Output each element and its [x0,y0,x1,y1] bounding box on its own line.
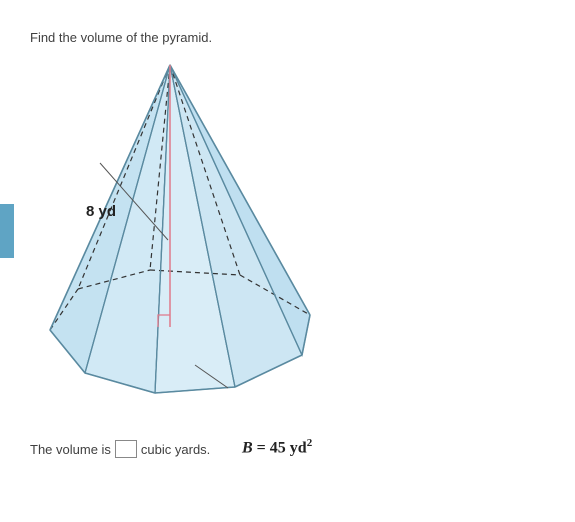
pyramid-diagram: 8 yd B = 45 yd2 [30,55,320,405]
answer-input[interactable] [115,440,137,458]
pyramid-svg [30,55,320,405]
base-var: B [242,439,253,456]
answer-prefix: The volume is [30,442,111,457]
question-prompt: Find the volume of the pyramid. [30,30,212,45]
base-eq: = 45 yd [253,439,307,456]
answer-line: The volume is cubic yards. [30,440,210,458]
base-exp: 2 [307,437,313,449]
height-label: 8 yd [86,203,116,220]
base-area-label: B = 45 yd2 [242,437,312,457]
answer-suffix: cubic yards. [141,442,210,457]
side-tab[interactable] [0,204,14,258]
